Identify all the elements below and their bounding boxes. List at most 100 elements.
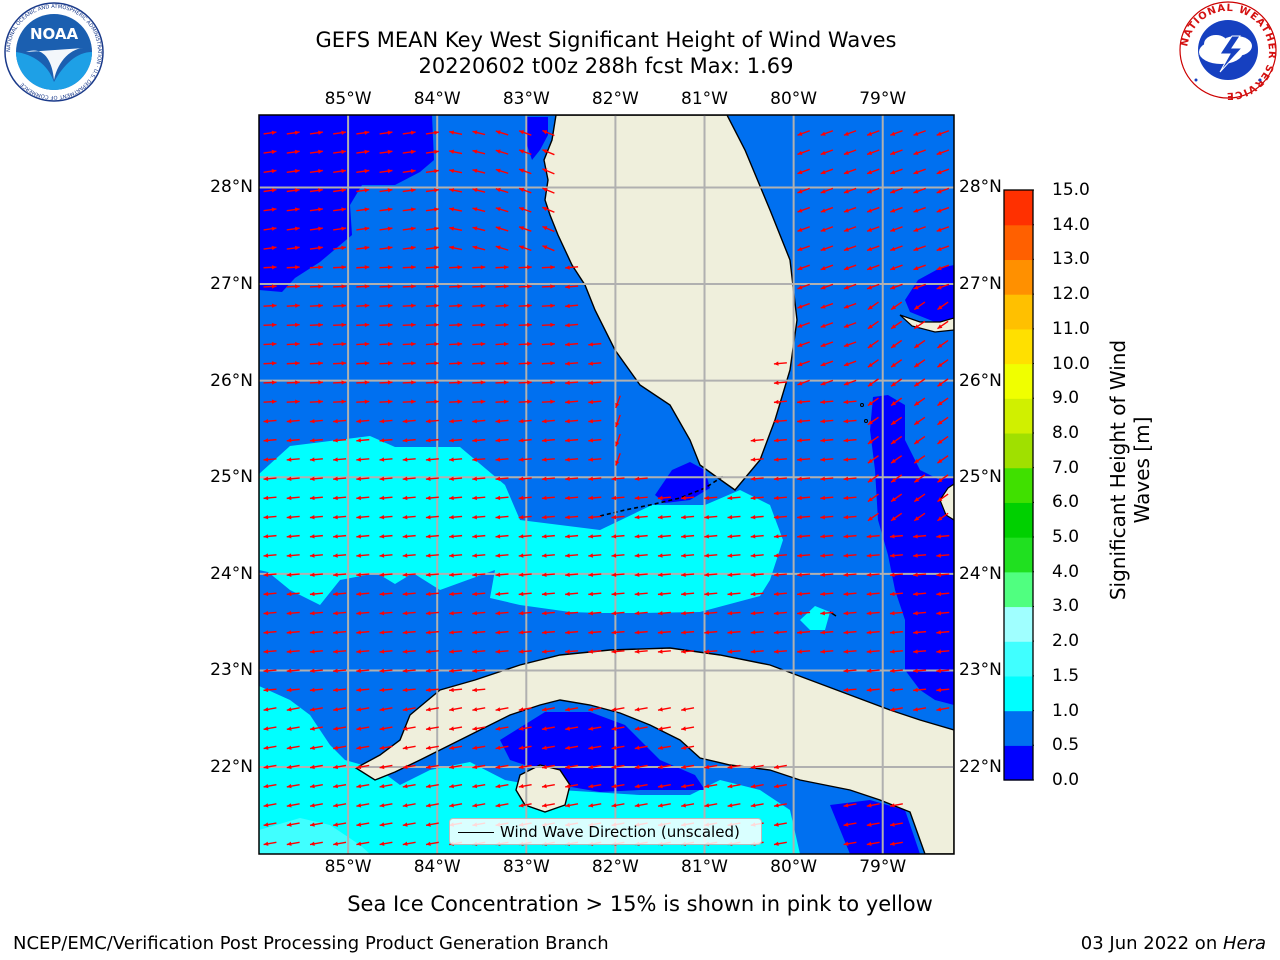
wave-arrow xyxy=(867,397,879,407)
zone-gulf-small-dark xyxy=(527,117,548,160)
wave-arrow xyxy=(820,264,834,271)
wave-arrow xyxy=(843,302,857,309)
wave-arrow xyxy=(866,611,880,616)
wave-arrow xyxy=(773,476,787,481)
wave-arrow xyxy=(867,435,879,445)
wave-arrow xyxy=(356,226,370,231)
zone-caribbean-lighter xyxy=(259,818,370,854)
wave-arrow xyxy=(913,168,926,175)
lon-tick-top: 84°W xyxy=(413,89,461,109)
wave-arrow xyxy=(634,783,648,789)
wave-arrow xyxy=(936,553,950,558)
wave-arrow xyxy=(425,649,439,654)
wave-arrow xyxy=(518,206,532,213)
wave-arrow xyxy=(402,399,416,404)
wave-arrow xyxy=(890,283,903,290)
wave-arrow xyxy=(773,630,787,635)
wave-arrow xyxy=(286,726,300,731)
wave-arrow xyxy=(495,745,509,750)
zone-bahamas-light xyxy=(800,606,830,630)
wave-arrow xyxy=(611,803,625,808)
wave-arrow xyxy=(356,515,370,520)
wave-arrow xyxy=(913,245,926,252)
wave-arrow xyxy=(727,553,741,558)
wave-arrow xyxy=(797,611,811,616)
wave-arrow xyxy=(913,397,926,407)
wave-arrow xyxy=(542,168,555,175)
lat-tick-right: 25°N xyxy=(959,467,1002,488)
wave-arrow xyxy=(843,341,857,348)
zone-straits-light xyxy=(259,436,783,613)
map-legend: Wind Wave Direction (unscaled) xyxy=(449,818,762,845)
wave-arrow xyxy=(889,591,903,597)
wave-arrow xyxy=(472,130,486,136)
wave-arrow xyxy=(518,187,532,194)
wave-arrow xyxy=(867,512,879,522)
wave-arrow xyxy=(565,303,579,309)
wave-arrow xyxy=(565,419,579,424)
wave-arrow xyxy=(495,438,509,443)
wave-arrow xyxy=(657,803,671,808)
wave-arrow xyxy=(913,130,926,136)
wave-arrow xyxy=(402,476,416,481)
wave-arrow xyxy=(402,168,416,174)
wave-arrow xyxy=(356,284,370,289)
colorbar-segment xyxy=(1004,502,1033,538)
wave-arrow xyxy=(333,687,347,693)
lon-tick-bottom: 79°W xyxy=(859,857,907,877)
wave-arrow xyxy=(634,553,648,558)
wave-arrow xyxy=(449,419,463,424)
wave-arrow xyxy=(356,822,370,827)
wave-arrow xyxy=(843,187,857,194)
wave-arrow xyxy=(472,419,486,424)
wave-arrow xyxy=(263,399,277,404)
lat-tick-left: 22°N xyxy=(210,757,253,778)
wave-arrow xyxy=(356,687,370,693)
wave-arrow xyxy=(565,265,579,270)
wave-arrow xyxy=(425,130,439,135)
wave-arrow xyxy=(588,726,602,731)
wave-arrow xyxy=(263,515,277,520)
wave-arrow xyxy=(333,399,347,404)
wave-arrow xyxy=(541,572,555,577)
wave-arrow xyxy=(333,168,347,174)
wave-arrow xyxy=(588,591,602,597)
wave-arrow xyxy=(913,591,927,597)
wave-arrow xyxy=(263,149,277,155)
wave-arrow xyxy=(379,687,393,693)
wave-arrow xyxy=(402,341,416,347)
wave-arrow xyxy=(866,591,880,597)
wave-arrow xyxy=(333,803,347,808)
wave-arrow xyxy=(936,707,950,712)
lon-tick-top: 79°W xyxy=(859,89,907,109)
wave-arrow xyxy=(565,323,579,328)
wave-arrow xyxy=(704,591,718,597)
wave-arrow xyxy=(495,284,509,289)
wave-arrow xyxy=(866,649,880,654)
wave-arrow xyxy=(402,611,416,616)
wave-arrow xyxy=(750,438,764,443)
wave-arrow xyxy=(773,591,787,597)
wave-arrow xyxy=(890,130,903,136)
wave-arrow xyxy=(402,707,416,712)
wave-arrow xyxy=(913,668,927,673)
wave-arrow xyxy=(541,361,555,366)
lat-tick-right: 27°N xyxy=(959,274,1002,295)
wave-arrow xyxy=(472,630,486,635)
wave-arrow xyxy=(402,668,416,673)
colorbar-tick-label: 10.0 xyxy=(1052,353,1090,374)
wave-arrow xyxy=(820,187,834,194)
wave-arrow xyxy=(263,284,277,289)
wave-arrow xyxy=(681,534,695,539)
wave-arrow xyxy=(867,301,879,311)
wave-arrow xyxy=(333,822,347,827)
wave-arrow xyxy=(309,553,323,558)
wave-arrow xyxy=(286,188,300,193)
wave-arrow xyxy=(495,399,509,404)
wave-arrow xyxy=(309,630,323,635)
wave-arrow xyxy=(797,187,810,194)
wave-arrow xyxy=(333,591,347,597)
wave-arrow xyxy=(773,553,787,558)
wave-arrow xyxy=(309,284,323,289)
wave-arrow xyxy=(542,206,555,213)
